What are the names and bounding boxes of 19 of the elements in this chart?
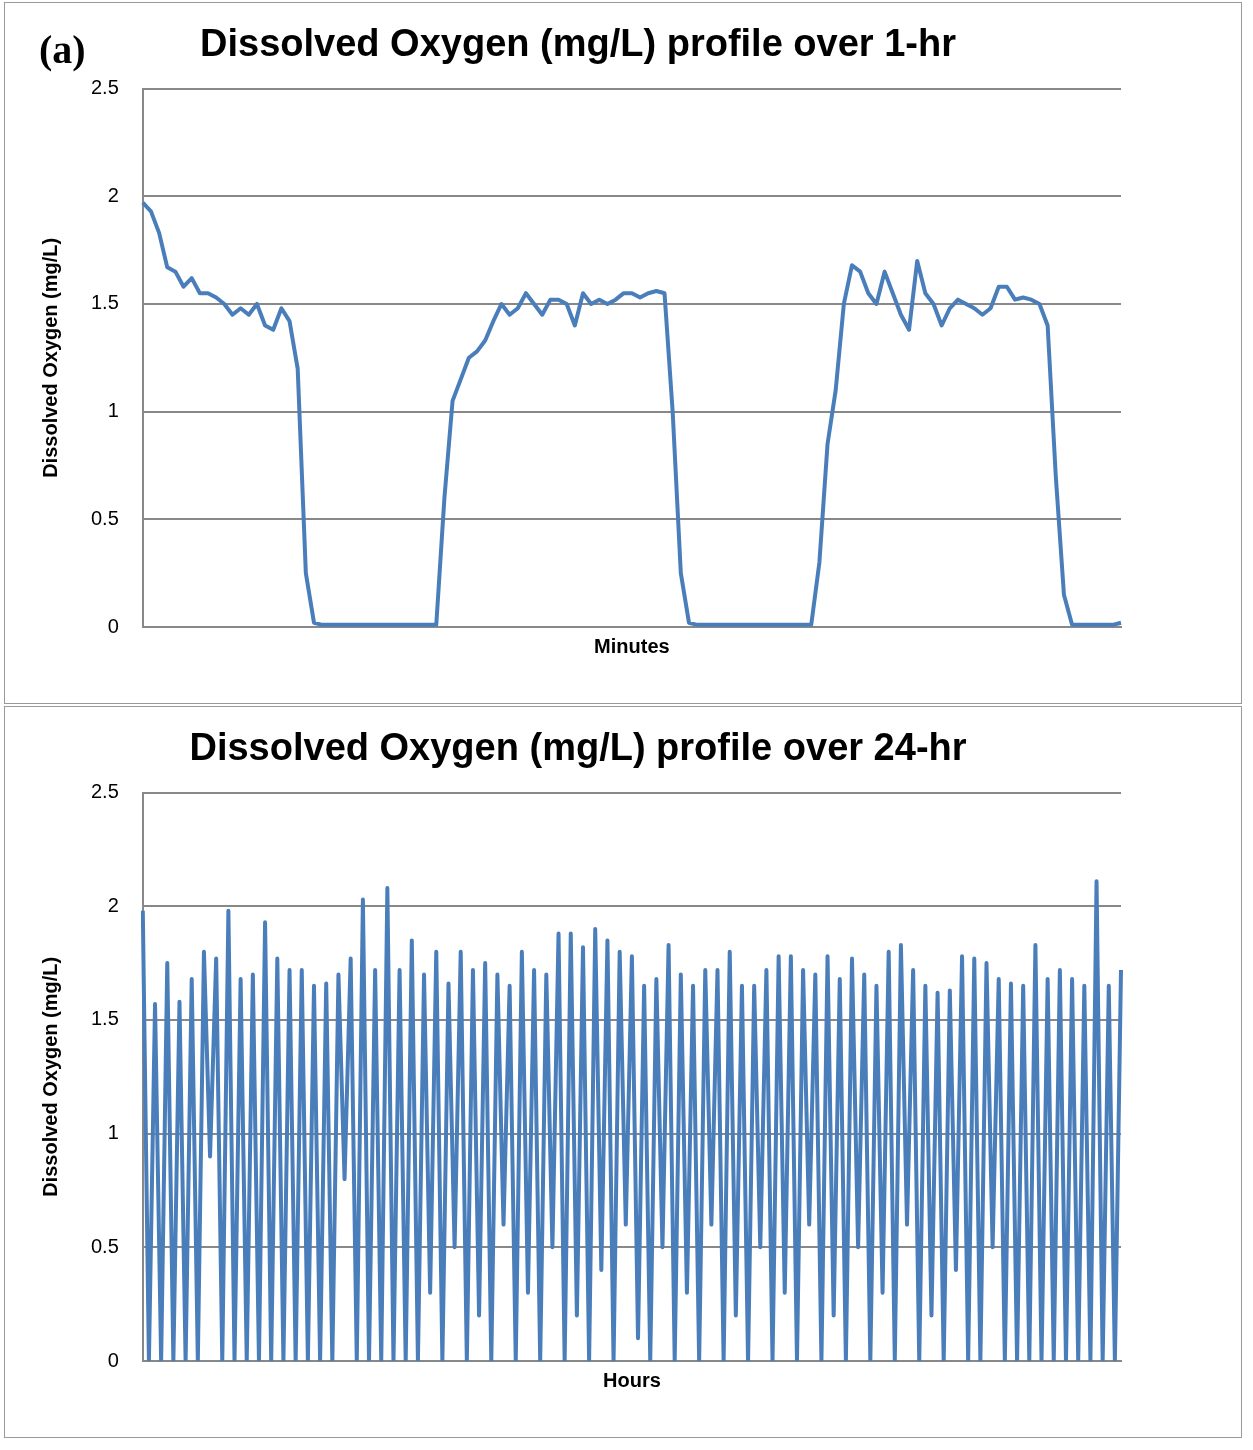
y-tick-label: 1 — [107, 399, 119, 422]
y-axis-title: Dissolved Oxygen (mg/L) — [38, 956, 61, 1197]
x-axis-title: Minutes — [594, 634, 670, 657]
chart-title: Dissolved Oxygen (mg/L) profile over 1-hr — [200, 22, 957, 65]
y-tick-label: 1.5 — [90, 1007, 119, 1030]
y-tick-label: 0 — [107, 1348, 119, 1371]
x-axis-title: Hours — [603, 1368, 661, 1391]
y-tick-label: 0 — [107, 614, 119, 637]
chart-title: Dissolved Oxygen (mg/L) profile over 24-hr — [189, 726, 967, 769]
y-tick-label: 2.5 — [90, 76, 119, 99]
y-axis-title: Dissolved Oxygen (mg/L) — [38, 237, 61, 478]
y-tick-label: 0.5 — [90, 506, 119, 529]
text: (a) — [39, 27, 86, 73]
y-tick-label: 1 — [107, 1121, 119, 1144]
y-tick-label: 1.5 — [90, 291, 119, 314]
y-tick-label: 2 — [107, 893, 119, 916]
y-tick-label: 0.5 — [90, 1234, 119, 1257]
y-tick-label: 2.5 — [90, 780, 119, 803]
y-tick-label: 2 — [107, 183, 119, 206]
